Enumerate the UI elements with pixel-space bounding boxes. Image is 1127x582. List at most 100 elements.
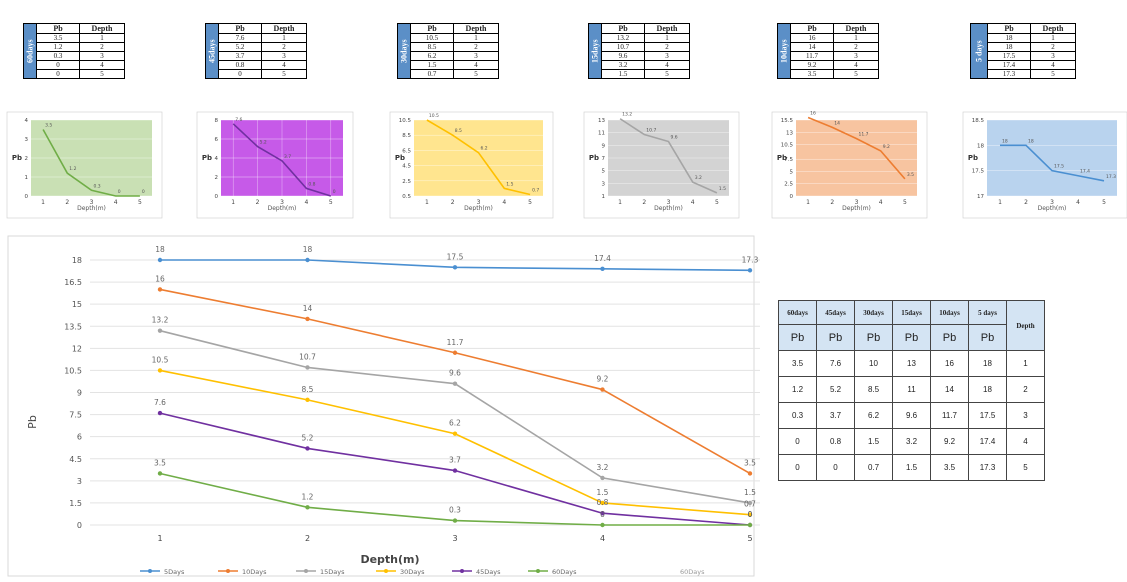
mini-data-label: 17.5 [1054, 164, 1064, 170]
mini-x-tick: 2 [451, 199, 455, 206]
data-label: 5.2 [302, 433, 314, 442]
mini-y-tick: 8 [215, 118, 219, 124]
mini-table-cell: 5 [644, 69, 690, 79]
mini-y-tick: 4 [215, 156, 219, 162]
data-label: 14 [303, 304, 313, 313]
legend-marker [226, 569, 230, 573]
mini-x-label: Depth(m) [268, 205, 297, 212]
data-point [600, 266, 605, 272]
mini-series-line [619, 118, 718, 194]
mini-y-tick: 0 [790, 194, 794, 200]
data-label: 0 [600, 510, 605, 519]
mini-x-tick: 1 [231, 199, 235, 206]
legend-entry: 5Days [164, 568, 185, 576]
mini-data-label: 10.5 [429, 113, 439, 119]
mini-data-label: 9.6 [671, 135, 678, 141]
mini-data-label: 18 [1002, 138, 1008, 144]
data-point [157, 368, 163, 373]
mini-series-line [426, 119, 531, 196]
data-label: 9.6 [449, 369, 461, 378]
mini-x-tick: 5 [528, 199, 532, 206]
summary-cell: 14 [930, 376, 969, 403]
mini-table-cell: 5 [1030, 69, 1076, 79]
legend-marker [536, 569, 540, 573]
mini-charts: 0 1 2 3 4 1 2 3 4 5 Depth(m) Pb 3.5 1.2 0.3 0 0 0 2 4 6 8 1 2 3 4… [6, 111, 1127, 219]
mini-data-label: 14 [834, 120, 840, 126]
summary-unit-cell: Pb [968, 324, 1007, 351]
main-x-tick: 3 [452, 534, 457, 543]
data-point [305, 446, 310, 451]
main-y-tick: 7.5 [69, 411, 82, 420]
mini-x-label: Depth(m) [77, 205, 106, 212]
data-label: 16 [155, 274, 165, 283]
summary-cell: 16 [930, 350, 969, 377]
mini-x-tick: 2 [1024, 199, 1028, 206]
mini-y-label: Pb [589, 154, 599, 162]
mini-y-tick: 5 [790, 169, 794, 175]
mini-x-tick: 5 [329, 199, 333, 206]
mini-y-tick: 7.5 [784, 157, 793, 163]
mini-x-tick: 2 [830, 199, 834, 206]
summary-header-cell: 45days [816, 300, 855, 325]
summary-unit-cell: Pb [778, 324, 817, 351]
data-point [157, 287, 163, 292]
legend-entry: 15Days [320, 568, 345, 576]
mini-data-label: 0.3 [94, 183, 101, 189]
mini-data-label: 17.4 [1080, 169, 1090, 175]
legend-marker [384, 569, 388, 573]
mini-series-line [232, 123, 332, 197]
summary-cell: 5 [1006, 454, 1045, 481]
data-point [305, 316, 310, 322]
mini-y-tick: 18 [977, 143, 984, 149]
summary-header-cell: 30days [854, 300, 893, 325]
summary-unit-cell: Pb [816, 324, 855, 351]
main-x-tick: 5 [747, 534, 752, 543]
data-point [452, 350, 458, 355]
data-point [157, 328, 163, 333]
summary-header-cell: 15days [892, 300, 931, 325]
mini-x-tick: 4 [502, 199, 506, 206]
mini-x-label: Depth(m) [1038, 205, 1067, 212]
main-y-tick: 12 [72, 344, 82, 353]
summary-cell: 0 [778, 454, 817, 481]
mini-x-tick: 4 [691, 199, 695, 206]
mini-x-label: Depth(m) [654, 205, 683, 212]
summary-cell: 0.8 [816, 428, 855, 455]
data-point [747, 522, 753, 528]
summary-cell: 0 [778, 428, 817, 455]
mini-x-tick: 4 [1076, 199, 1080, 206]
summary-cell: 5.2 [816, 376, 855, 403]
data-point [305, 257, 310, 263]
data-point [600, 387, 605, 392]
mini-y-tick: 11 [598, 131, 605, 137]
data-label: 3.5 [154, 458, 166, 467]
summary-cell: 1.5 [854, 428, 893, 455]
mini-data-label: 0.8 [308, 181, 315, 187]
mini-x-tick: 1 [998, 199, 1002, 206]
data-point [157, 410, 163, 416]
mini-data-label: 1.5 [719, 186, 726, 192]
mini-y-label: Pb [12, 154, 22, 162]
summary-unit-cell: Pb [892, 324, 931, 351]
legend-marker [304, 569, 308, 573]
mini-x-tick: 3 [855, 199, 859, 206]
mini-x-tick: 3 [667, 199, 671, 206]
mini-y-label: Pb [202, 154, 212, 162]
mini-table-5: 10days Pb Depth 16 1 14 2 11.7 3 9.2 4 3.5 5 [777, 23, 879, 79]
data-label: 3.7 [449, 456, 461, 465]
mini-data-label: 7.6 [235, 117, 242, 123]
mini-x-tick: 1 [618, 199, 622, 206]
data-point [452, 468, 458, 473]
mini-y-tick: 6 [215, 137, 219, 143]
main-x-tick: 4 [600, 534, 605, 543]
mini-y-tick: 10.5 [781, 143, 794, 149]
main-y-tick: 1.5 [69, 499, 82, 508]
mini-chart-2: 0 2 4 6 8 1 2 3 4 5 Depth(m) Pb 7.6 5.2 3.7 0.8 0 [196, 111, 354, 219]
mini-x-tick: 2 [256, 199, 260, 206]
mini-y-tick: 7 [602, 156, 606, 162]
mini-y-tick: 10.5 [399, 118, 412, 124]
main-y-tick: 16.5 [64, 278, 82, 287]
mini-y-tick: 5 [602, 169, 606, 175]
data-label: 0 [748, 510, 753, 519]
mini-data-label: 1.2 [69, 166, 76, 172]
